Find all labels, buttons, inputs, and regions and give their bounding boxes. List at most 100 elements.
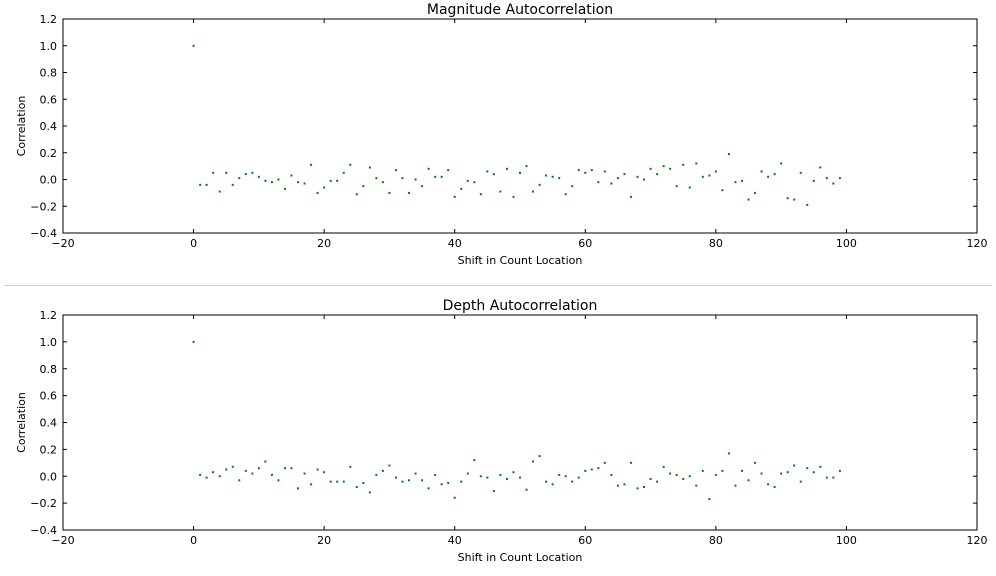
magnitude-data-point [212,171,215,174]
magnitude-data-point [714,170,717,173]
magnitude-data-point [375,177,378,180]
magnitude-data-point [708,174,711,177]
magnitude-data-point [616,177,619,180]
magnitude-data-point [577,169,580,172]
depth-data-point [303,472,306,475]
depth-data-point [799,480,802,483]
depth-data-point [225,468,228,471]
magnitude-data-point [532,190,535,193]
magnitude-data-point [388,191,391,194]
depth-data-point [310,483,313,486]
magnitude-data-point [492,173,495,176]
depth-x-tick-label: 40 [448,534,462,547]
depth-data-point [708,498,711,501]
magnitude-chart-title: Magnitude Autocorrelation [427,2,613,18]
magnitude-data-point [310,163,313,166]
depth-data-point [336,480,339,483]
magnitude-data-point [551,175,554,178]
magnitude-y-tick-label: 0.8 [40,67,58,80]
magnitude-data-point [505,167,508,170]
magnitude-data-point [603,170,606,173]
magnitude-data-point [538,183,541,186]
depth-data-point [551,483,554,486]
depth-plot-frame [62,314,978,531]
depth-y-tick-label: −0.4 [30,524,57,537]
magnitude-data-point [257,175,260,178]
magnitude-data-point [297,181,300,184]
magnitude-x-tick-label: 120 [967,237,988,250]
magnitude-data-point [244,173,247,176]
depth-data-point [349,465,352,468]
depth-x-axis-label: Shift in Count Location [458,551,583,564]
depth-y-tick-label: 0.6 [40,390,58,403]
magnitude-data-point [499,190,502,193]
magnitude-data-point [336,179,339,182]
depth-data-point [767,483,770,486]
depth-data-point [734,484,737,487]
depth-data-point [819,465,822,468]
magnitude-data-point [610,182,613,185]
magnitude-plot-frame [62,18,978,234]
magnitude-data-point [688,186,691,189]
magnitude-y-tick-label: 1.0 [40,40,58,53]
magnitude-data-point [323,186,326,189]
depth-chart-title: Depth Autocorrelation [443,298,598,314]
depth-data-point [695,484,698,487]
depth-data-point [492,490,495,493]
magnitude-data-point [564,193,567,196]
magnitude-data-point [408,191,411,194]
magnitude-data-point [721,189,724,192]
depth-data-point [466,472,469,475]
magnitude-data-point [643,178,646,181]
magnitude-data-point [695,162,698,165]
depth-data-point [812,471,815,474]
depth-data-point [362,481,365,484]
magnitude-data-point [773,173,776,176]
magnitude-data-point [479,193,482,196]
magnitude-data-point [636,175,639,178]
magnitude-data-point [394,169,397,172]
depth-data-point [231,465,234,468]
depth-data-point [675,473,678,476]
magnitude-data-point [199,183,202,186]
depth-data-point [270,473,273,476]
depth-y-tick-label: 0.8 [40,363,58,376]
depth-data-point [388,464,391,467]
depth-data-point [597,467,600,470]
depth-data-point [453,496,456,499]
magnitude-data-point [512,195,515,198]
depth-data-point [629,461,632,464]
depth-data-point [538,455,541,458]
depth-data-point [512,471,515,474]
magnitude-y-tick-label: 1.2 [40,13,58,26]
magnitude-data-point [649,167,652,170]
depth-data-point [662,465,665,468]
depth-data-point [499,473,502,476]
magnitude-data-point [316,191,319,194]
depth-data-point [251,472,254,475]
magnitude-y-tick-label: −0.2 [30,200,57,213]
magnitude-data-point [355,193,358,196]
depth-data-point [257,467,260,470]
magnitude-data-point [675,185,678,188]
depth-data-point [825,476,828,479]
depth-data-point [577,476,580,479]
depth-data-point [486,476,489,479]
magnitude-data-point [401,177,404,180]
depth-x-tick-label: −20 [51,534,74,547]
magnitude-data-point [662,165,665,168]
depth-data-point [721,469,724,472]
depth-x-tick-label: 60 [578,534,592,547]
depth-data-point [669,472,672,475]
depth-y-tick-label: 1.0 [40,336,58,349]
depth-data-point [623,483,626,486]
magnitude-data-point [473,181,476,184]
magnitude-data-point [558,177,561,180]
depth-data-point [460,480,463,483]
magnitude-data-point [793,198,796,201]
depth-data-point [297,487,300,490]
depth-data-point [440,483,443,486]
depth-data-point [525,488,528,491]
depth-data-point [401,480,404,483]
